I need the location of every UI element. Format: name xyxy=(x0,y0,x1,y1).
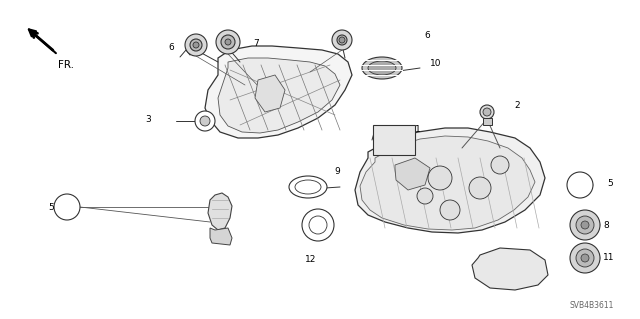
Circle shape xyxy=(440,200,460,220)
Text: 9: 9 xyxy=(334,167,340,176)
Circle shape xyxy=(581,254,589,262)
Text: 6: 6 xyxy=(168,42,173,51)
Circle shape xyxy=(567,172,593,198)
Text: 3: 3 xyxy=(145,115,151,124)
Circle shape xyxy=(339,37,345,43)
Circle shape xyxy=(469,177,491,199)
Ellipse shape xyxy=(295,180,321,194)
Polygon shape xyxy=(205,46,352,138)
Circle shape xyxy=(576,249,594,267)
Circle shape xyxy=(483,108,491,116)
Circle shape xyxy=(216,30,240,54)
Text: 10: 10 xyxy=(430,58,442,68)
Circle shape xyxy=(302,209,334,241)
Ellipse shape xyxy=(362,57,402,79)
Circle shape xyxy=(200,116,210,126)
Circle shape xyxy=(570,243,600,273)
FancyBboxPatch shape xyxy=(373,125,415,155)
Polygon shape xyxy=(395,158,430,190)
Polygon shape xyxy=(210,228,232,245)
Circle shape xyxy=(491,156,509,174)
Text: 2: 2 xyxy=(514,100,520,109)
Polygon shape xyxy=(360,136,535,230)
Circle shape xyxy=(195,111,215,131)
Polygon shape xyxy=(255,75,285,112)
Circle shape xyxy=(185,34,207,56)
Circle shape xyxy=(576,216,594,234)
Circle shape xyxy=(221,35,235,49)
Circle shape xyxy=(190,39,202,51)
Text: 1: 1 xyxy=(415,125,420,135)
Circle shape xyxy=(309,216,327,234)
Text: 6: 6 xyxy=(424,32,429,41)
Circle shape xyxy=(480,105,494,119)
Circle shape xyxy=(570,210,600,240)
Text: 7: 7 xyxy=(253,40,259,48)
Polygon shape xyxy=(355,128,545,233)
Polygon shape xyxy=(472,248,548,290)
FancyBboxPatch shape xyxy=(483,117,492,124)
Text: 5: 5 xyxy=(607,179,612,188)
Polygon shape xyxy=(208,193,232,230)
Circle shape xyxy=(225,39,231,45)
Circle shape xyxy=(54,194,80,220)
Circle shape xyxy=(337,35,347,45)
Circle shape xyxy=(428,166,452,190)
Circle shape xyxy=(332,30,352,50)
Text: FR.: FR. xyxy=(58,60,74,70)
Text: 12: 12 xyxy=(305,256,316,264)
Text: 8: 8 xyxy=(603,220,609,229)
Text: 11: 11 xyxy=(603,254,614,263)
Polygon shape xyxy=(218,58,340,133)
Circle shape xyxy=(581,221,589,229)
Text: SVB4B3611: SVB4B3611 xyxy=(570,301,614,310)
Circle shape xyxy=(193,42,199,48)
Ellipse shape xyxy=(368,61,396,75)
Text: 5: 5 xyxy=(48,203,54,211)
Ellipse shape xyxy=(289,176,327,198)
Circle shape xyxy=(417,188,433,204)
